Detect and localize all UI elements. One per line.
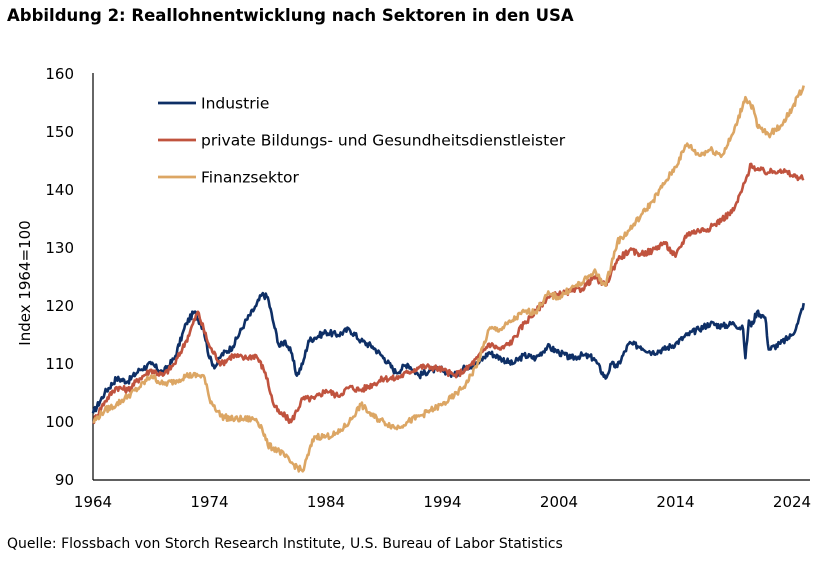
series-line: [92, 162, 805, 424]
legend-label: Industrie: [201, 95, 269, 113]
series-line: [91, 291, 805, 414]
x-tick-labels: 1964 1974 1984 1994 2004 2014 2024: [74, 493, 811, 511]
series-group: [91, 85, 805, 473]
chart-title: Abbildung 2: Reallohnentwicklung nach Se…: [7, 6, 574, 25]
x-tick-label: 1984: [307, 493, 345, 511]
x-tick-label: 2024: [773, 493, 811, 511]
x-tick-label: 2004: [540, 493, 578, 511]
y-tick-label: 150: [45, 123, 74, 141]
source-note: Quelle: Flossbach von Storch Research In…: [7, 536, 563, 552]
x-tick-label: 2014: [656, 493, 694, 511]
y-tick-label: 160: [45, 65, 74, 83]
y-tick-label: 120: [45, 297, 74, 315]
x-tick-label: 1994: [423, 493, 461, 511]
y-tick-label: 130: [45, 239, 74, 257]
legend: Industrie private Bildungs- und Gesundhei…: [158, 95, 566, 187]
legend-label: Finanzsektor: [201, 169, 300, 187]
y-tick-labels: 90 100 110 120 130 140 150 160: [45, 65, 74, 489]
legend-label: private Bildungs- und Gesundheitsdienstl…: [201, 132, 566, 150]
y-tick-label: 90: [55, 471, 74, 489]
series-line: [92, 85, 805, 473]
y-tick-label: 110: [45, 355, 74, 373]
y-axis-label: Index 1964=100: [16, 220, 34, 345]
x-tick-label: 1974: [190, 493, 228, 511]
y-tick-label: 100: [45, 413, 74, 431]
x-tick-label: 1964: [74, 493, 112, 511]
y-tick-label: 140: [45, 181, 74, 199]
